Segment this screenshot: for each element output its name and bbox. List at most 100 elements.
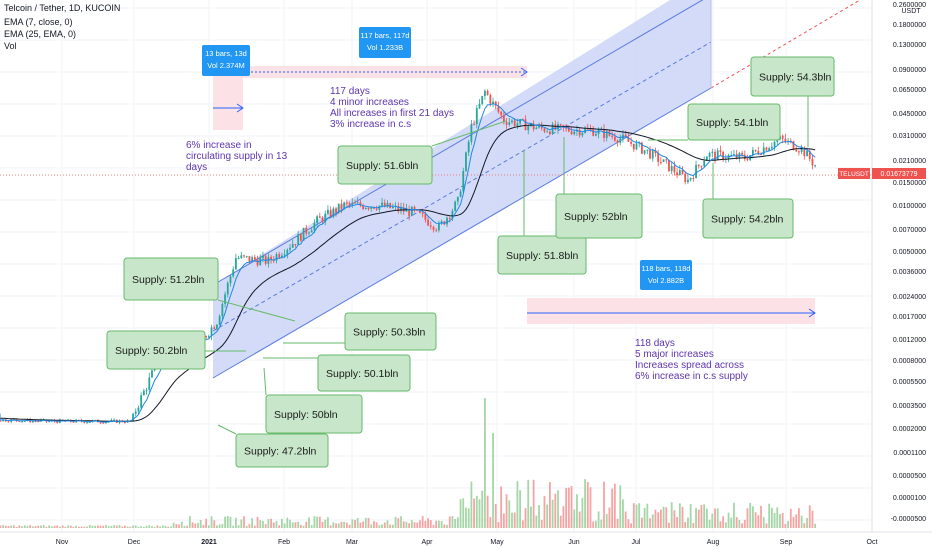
candle-body bbox=[481, 96, 484, 104]
candle-body bbox=[798, 151, 800, 153]
volume-bar bbox=[751, 506, 754, 528]
candle-body bbox=[659, 161, 662, 163]
volume-bar bbox=[421, 516, 424, 528]
candle-body bbox=[310, 230, 313, 233]
candle-body bbox=[567, 127, 570, 132]
candle-body bbox=[705, 156, 708, 162]
volume-bar bbox=[167, 526, 170, 528]
volume-bar bbox=[21, 526, 23, 528]
last-price-symbol-bg bbox=[838, 168, 870, 179]
price-tick: 0.0310000 bbox=[893, 133, 926, 140]
volume-bar bbox=[64, 526, 67, 528]
candle-body bbox=[354, 202, 356, 204]
candle-body bbox=[232, 269, 235, 277]
candle-body bbox=[570, 131, 573, 135]
volume-bar bbox=[191, 522, 194, 528]
volume-bar bbox=[329, 525, 332, 528]
volume-bar bbox=[207, 525, 210, 528]
candle-body bbox=[697, 164, 700, 166]
volume-bar bbox=[50, 526, 53, 528]
volume-bar bbox=[45, 526, 48, 528]
candle-body bbox=[492, 101, 494, 104]
volume-bar bbox=[29, 525, 32, 528]
time-tick: May bbox=[490, 539, 504, 546]
volume-bar bbox=[134, 525, 137, 528]
volume-bar bbox=[432, 524, 435, 528]
candle-body bbox=[676, 172, 679, 176]
volume-bar bbox=[730, 517, 733, 528]
volume-bar bbox=[402, 521, 405, 528]
volume-bar bbox=[188, 516, 191, 528]
candle-body bbox=[124, 422, 126, 424]
note-line: 3% increase in c.s bbox=[330, 119, 411, 130]
volume-bar bbox=[205, 518, 208, 528]
volume-bar bbox=[760, 505, 762, 528]
candle-body bbox=[318, 216, 321, 218]
volume-bar bbox=[72, 526, 75, 528]
volume-bar bbox=[291, 522, 294, 528]
last-price-bg bbox=[872, 168, 926, 179]
candle-body bbox=[134, 411, 137, 414]
volume-bar bbox=[546, 504, 549, 528]
candle-body bbox=[216, 324, 218, 329]
volume-bar bbox=[31, 526, 34, 528]
volume-bar bbox=[259, 520, 262, 528]
candle-body bbox=[803, 147, 806, 157]
candle-body bbox=[427, 219, 429, 226]
price-tick: 0.0100000 bbox=[893, 203, 926, 210]
candle-body bbox=[432, 226, 435, 230]
candle-body bbox=[451, 210, 454, 219]
candle-body bbox=[264, 255, 267, 264]
candle-body bbox=[364, 208, 367, 210]
measure-bars: 118 bars, 118d bbox=[642, 264, 691, 273]
candle-body bbox=[291, 243, 294, 248]
candle-body bbox=[397, 205, 400, 212]
volume-bar bbox=[416, 522, 419, 528]
volume-bar bbox=[170, 526, 172, 528]
callout-text: Supply: 51.6bln bbox=[346, 160, 419, 172]
note-line: days bbox=[186, 162, 207, 173]
volume-bar bbox=[337, 523, 340, 528]
volume-bar bbox=[670, 502, 673, 528]
volume-bar bbox=[535, 515, 538, 528]
candle-body bbox=[773, 141, 776, 147]
volume-bar bbox=[597, 511, 600, 528]
volume-bar bbox=[216, 525, 218, 528]
candle-body bbox=[386, 203, 389, 207]
candle-body bbox=[0, 420, 2, 422]
vol-legend: Vol bbox=[4, 41, 17, 51]
measure-box bbox=[640, 260, 692, 290]
candle-body bbox=[554, 124, 557, 130]
volume-bar bbox=[362, 521, 365, 528]
callout-box bbox=[555, 193, 643, 239]
callout-text: Supply: 51.8bln bbox=[506, 250, 579, 262]
volume-bar bbox=[327, 517, 329, 528]
candle-body bbox=[438, 223, 440, 231]
volume-bar bbox=[321, 521, 324, 528]
candle-body bbox=[619, 138, 622, 143]
candle-body bbox=[351, 202, 354, 205]
volume-bar bbox=[592, 521, 595, 528]
volume-bar bbox=[492, 433, 494, 528]
volume-bar bbox=[224, 516, 226, 528]
candle-body bbox=[703, 161, 706, 167]
candle-body bbox=[286, 249, 289, 255]
candle-body bbox=[213, 327, 216, 329]
volume-bar bbox=[719, 521, 722, 528]
volume-bar bbox=[345, 522, 348, 528]
candle-body bbox=[148, 377, 151, 390]
measure-bars: 13 bars, 13d bbox=[205, 49, 247, 58]
candle-body bbox=[205, 336, 208, 338]
volume-bar bbox=[148, 525, 151, 528]
volume-bar bbox=[462, 498, 465, 528]
volume-bar bbox=[770, 507, 773, 528]
candle-body bbox=[389, 203, 392, 209]
candle-body bbox=[638, 142, 641, 144]
volume-bar bbox=[548, 482, 551, 528]
volume-bar bbox=[113, 525, 115, 528]
ema7-line bbox=[0, 103, 816, 423]
measure-boxes: 13 bars, 13d Vol 2.374M 117 bars, 117d Vol … bbox=[202, 27, 692, 290]
callout-pointer bbox=[431, 120, 507, 147]
volume-bar bbox=[519, 490, 522, 528]
